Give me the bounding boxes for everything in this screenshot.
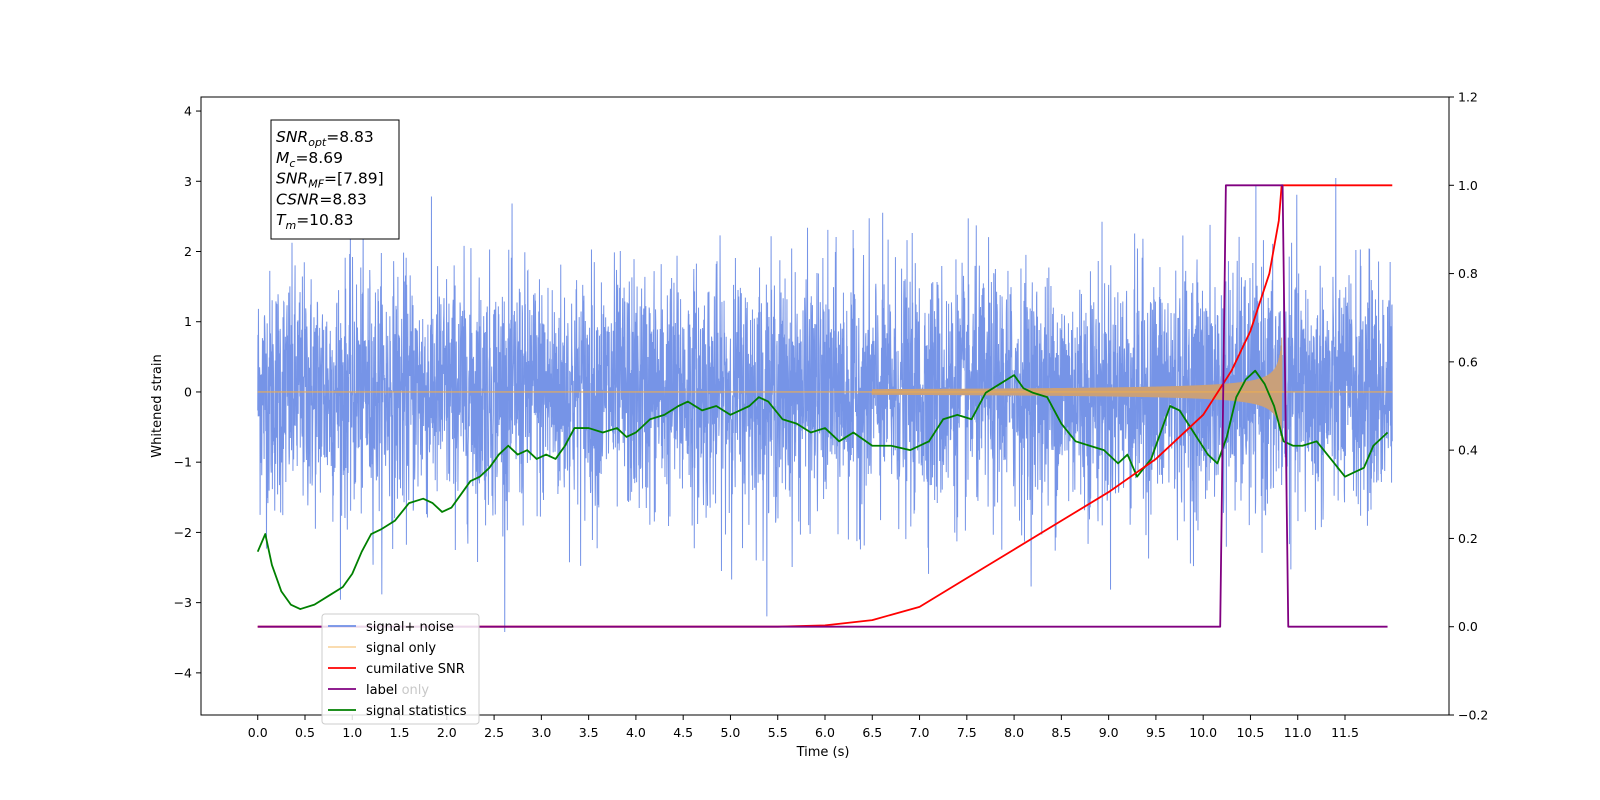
series-layer: [256, 178, 1393, 633]
y2-tick-label: 1.0: [1458, 178, 1478, 193]
series-signal-statistics: [256, 369, 1389, 610]
x-tick-label: 7.5: [957, 725, 977, 740]
y-tick-label: 3: [184, 174, 192, 189]
y2-tick-label: 1.2: [1458, 90, 1478, 105]
annotation-value: =[7.89]: [324, 170, 384, 188]
x-tick-label: 7.0: [910, 725, 930, 740]
x-axis-label: Time (s): [796, 745, 850, 760]
y-tick-label: −2: [174, 525, 192, 540]
y-tick-label: −4: [174, 665, 192, 680]
x-tick-label: 9.0: [1099, 725, 1119, 740]
y2-tick-label: 0.6: [1458, 354, 1478, 369]
y-axis-label: Whitened strain: [150, 354, 165, 457]
annotation-symbol: SNR: [276, 128, 308, 146]
annotation-line: Mc=8.69: [276, 149, 343, 170]
y2-tick-label: 0.2: [1458, 531, 1478, 546]
x-tick-label: 6.5: [862, 725, 882, 740]
annotation-line: SNRMF=[7.89]: [276, 170, 384, 191]
annotation-line: Tm=10.83: [276, 211, 354, 232]
annotation-symbol: CSNR: [276, 190, 319, 208]
annotation-subscript: opt: [308, 136, 327, 149]
legend-label: cumilative SNR: [366, 662, 465, 677]
x-tick-label: 2.0: [437, 725, 457, 740]
x-tick-label: 11.0: [1284, 725, 1312, 740]
x-tick-label: 0.5: [295, 725, 315, 740]
y-tick-label: 4: [184, 104, 192, 119]
x-tick-label: 10.5: [1237, 725, 1265, 740]
annotation-frame: [270, 119, 400, 240]
annotation-line: CSNR=8.83: [276, 190, 367, 208]
y-tick-label: 2: [184, 244, 192, 259]
annotation-value: =8.69: [295, 149, 343, 167]
x-tick-label: 1.5: [390, 725, 410, 740]
legend: label only signal+ noise signal only cumila…: [321, 613, 480, 725]
y2-tick-label: −0.2: [1458, 708, 1488, 723]
x-tick-label: 5.5: [768, 725, 788, 740]
annotation-value: =8.83: [326, 128, 374, 146]
stats-annotation-box: SNRopt=8.83Mc=8.69SNRMF=[7.89]CSNR=8.83T…: [270, 119, 400, 240]
x-tick-label: 4.5: [673, 725, 693, 740]
annotation-value: =8.83: [319, 190, 367, 208]
x-tick-label: 2.5: [484, 725, 504, 740]
x-tick-label: 8.5: [1051, 725, 1071, 740]
x-tick-label: 1.0: [342, 725, 362, 740]
y-axis-left: 4 3 2 1 0 −1 −2 −3 −4: [174, 104, 201, 680]
x-tick-label: 10.0: [1189, 725, 1217, 740]
series-signal-noise: [257, 178, 1393, 633]
legend-frame: [321, 613, 480, 725]
annotation-symbol: SNR: [276, 170, 308, 188]
legend-label: signal+ noise: [366, 620, 454, 635]
legend-label: signal statistics: [366, 704, 467, 719]
x-tick-label: 3.5: [579, 725, 599, 740]
y-tick-label: −1: [174, 455, 192, 470]
annotation-subscript: c: [289, 157, 295, 170]
x-tick-label: 4.0: [626, 725, 646, 740]
legend-ghost-text: label only: [366, 683, 429, 698]
x-tick-label: 0.0: [248, 725, 268, 740]
x-tick-label: 3.0: [531, 725, 551, 740]
x-tick-label: 5.0: [721, 725, 741, 740]
annotation-subscript: MF: [308, 178, 324, 191]
annotation-line: SNRopt=8.83: [276, 128, 374, 149]
legend-label: label: [366, 683, 397, 698]
x-tick-label: 9.5: [1146, 725, 1166, 740]
y2-tick-label: 0.0: [1458, 619, 1478, 634]
x-tick-label: 11.5: [1331, 725, 1359, 740]
y2-tick-label: 0.4: [1458, 443, 1478, 458]
y-tick-label: −3: [174, 595, 192, 610]
x-axis: 0.0 0.5 1.0 1.5 2.0 2.5 3.0 3.5 4.0 4.5 5.0 5.5 6.0 6…: [248, 715, 1359, 740]
series-label: [257, 184, 1388, 628]
annotation-symbol: M: [276, 149, 289, 167]
y-axis-right: 1.2 1.0 0.8 0.6 0.4 0.2 0.0 −0.2: [1449, 90, 1488, 723]
y-tick-label: 1: [184, 314, 192, 329]
x-tick-label: 8.0: [1004, 725, 1024, 740]
series-cumulative-snr: [257, 184, 1393, 628]
annotation-subscript: m: [285, 219, 296, 232]
x-tick-label: 6.0: [815, 725, 835, 740]
annotation-symbol: T: [276, 211, 287, 229]
y-tick-label: 0: [184, 384, 192, 399]
y2-tick-label: 0.8: [1458, 266, 1478, 281]
legend-label: signal only: [366, 641, 436, 656]
annotation-value: =10.83: [296, 211, 353, 229]
